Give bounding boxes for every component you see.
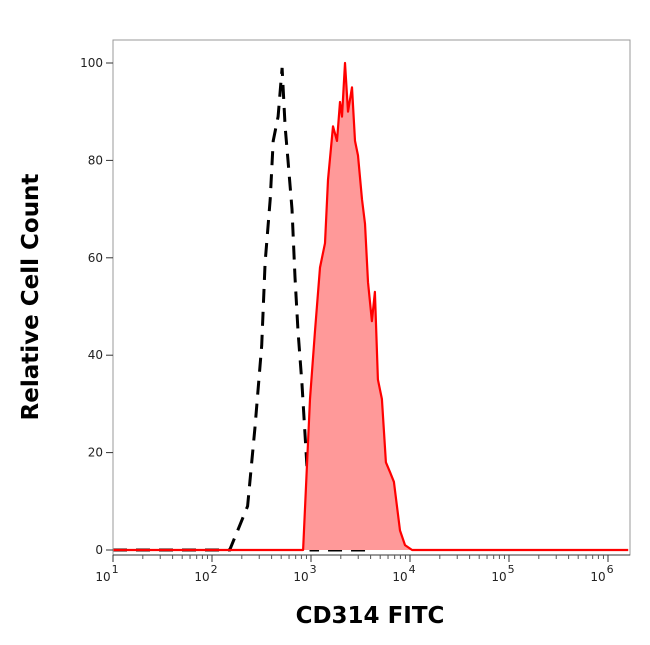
x-tick-exponent: 3 bbox=[310, 563, 317, 576]
y-tick-label: 60 bbox=[88, 251, 103, 265]
x-tick-label: 101 bbox=[95, 563, 118, 584]
x-tick-exponent: 6 bbox=[607, 563, 614, 576]
x-tick-label: 106 bbox=[590, 563, 613, 584]
x-tick-exponent: 1 bbox=[112, 563, 119, 576]
series-line-sample bbox=[113, 61, 629, 552]
series-fill-area bbox=[113, 63, 629, 550]
series-line-control bbox=[113, 67, 371, 552]
y-tick-label: 0 bbox=[95, 543, 103, 557]
y-tick-label: 80 bbox=[88, 153, 103, 167]
x-tick-exponent: 4 bbox=[409, 563, 416, 576]
x-tick-exponent: 5 bbox=[508, 563, 515, 576]
x-tick-label: 104 bbox=[392, 563, 415, 584]
y-tick-label: 100 bbox=[80, 56, 103, 70]
y-tick-label: 20 bbox=[88, 446, 103, 460]
x-tick-label: 105 bbox=[491, 563, 514, 584]
x-axis-title: CD314 FITC bbox=[296, 603, 445, 629]
x-tick-exponent: 2 bbox=[211, 563, 218, 576]
y-tick-label: 40 bbox=[88, 348, 103, 362]
y-axis-title: Relative Cell Count bbox=[18, 174, 44, 421]
x-tick-label: 102 bbox=[194, 563, 217, 584]
x-tick-label: 103 bbox=[293, 563, 316, 584]
